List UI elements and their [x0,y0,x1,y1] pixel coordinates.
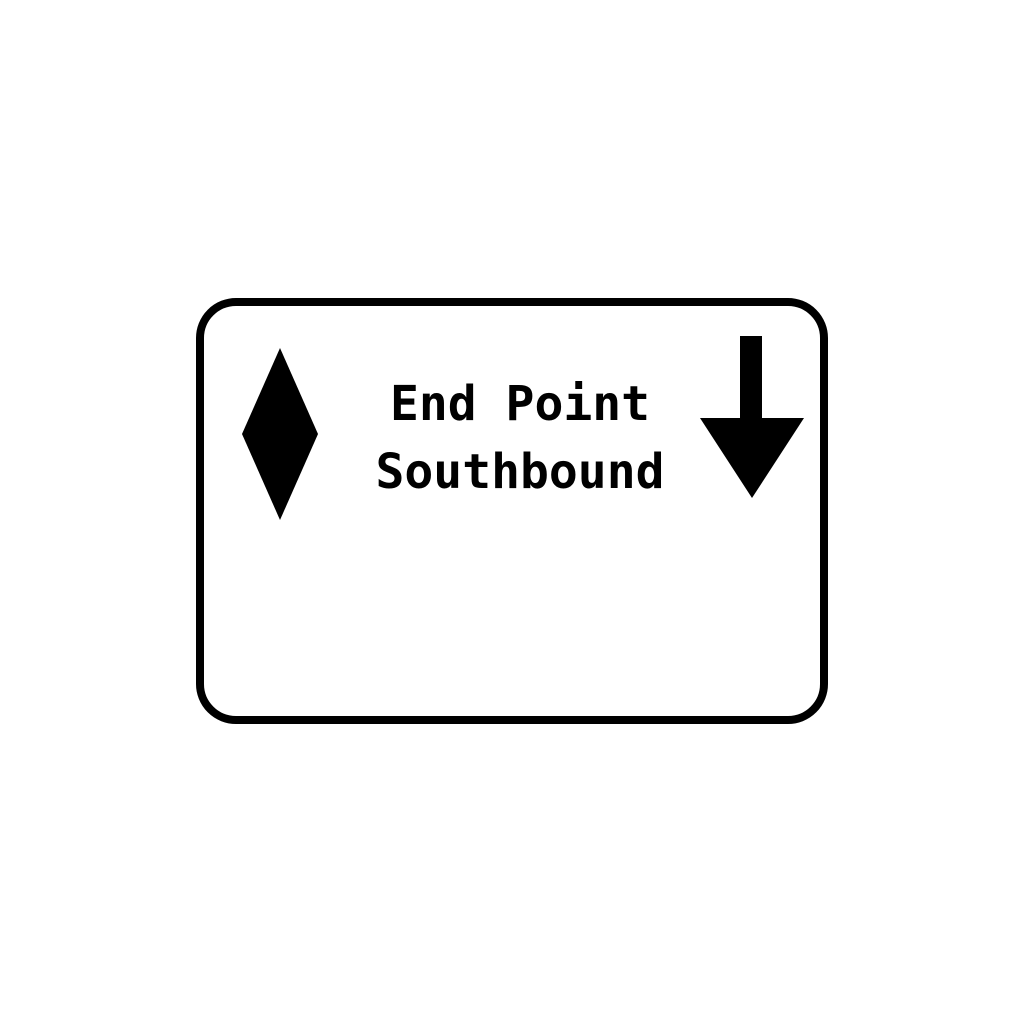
sign-legend: End Point Southbound [324,370,716,506]
sign-line-1: End Point [389,376,651,432]
sign-line-2: Southbound [375,444,665,500]
diamond-icon [242,348,318,520]
end-point-sign: End Point Southbound [196,298,828,724]
down-arrow-icon [700,336,804,498]
